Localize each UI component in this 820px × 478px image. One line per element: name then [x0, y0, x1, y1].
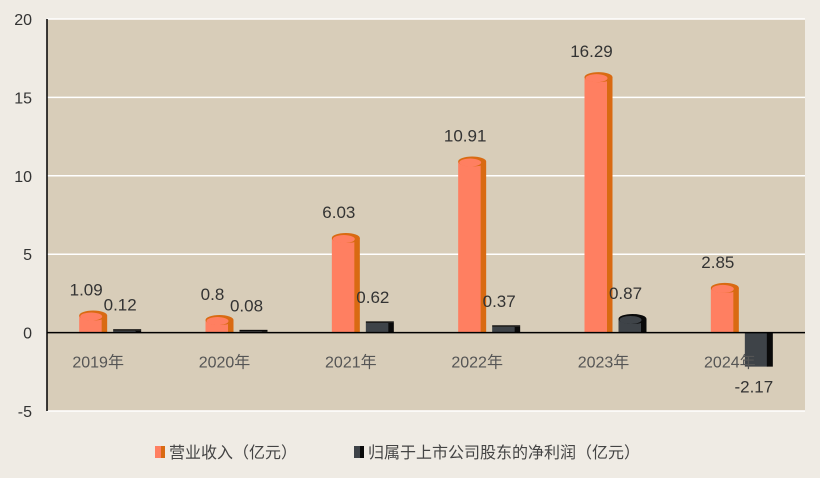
data-label: 16.29	[570, 42, 613, 61]
bar	[744, 332, 773, 367]
plot-area	[47, 19, 805, 411]
bar-side	[387, 322, 394, 333]
x-tick-label: 2020年	[199, 354, 251, 372]
data-label: 0.12	[104, 296, 137, 315]
bar-cap-highlight	[585, 74, 608, 83]
legend-label: 营业收入（亿元）	[169, 444, 297, 462]
bar	[584, 72, 613, 333]
bar-cap-highlight	[619, 315, 642, 324]
y-tick-label: 10	[14, 169, 32, 186]
bar-front	[492, 326, 515, 333]
bars	[79, 72, 773, 367]
data-label: 2.85	[701, 253, 734, 272]
bar-front	[458, 161, 481, 333]
bar-cap-highlight	[711, 284, 734, 293]
bar-top-edge	[113, 329, 142, 331]
bar-cap-highlight	[332, 235, 355, 244]
data-label: -2.17	[734, 378, 773, 397]
axes	[46, 19, 805, 411]
bar-cap-highlight	[459, 158, 482, 167]
bar-front	[113, 330, 136, 333]
y-tick-label: 5	[23, 247, 32, 264]
data-label: 10.91	[444, 127, 487, 146]
data-label: 0.87	[609, 284, 642, 303]
bar	[492, 325, 521, 333]
bar	[113, 329, 142, 333]
legend-label: 归属于上市公司股东的净利润（亿元）	[368, 444, 640, 462]
bar-side	[766, 332, 773, 367]
bar-side	[135, 330, 142, 333]
data-label: 0.08	[230, 296, 263, 315]
y-tick-labels: -5 0 5 10 15 20	[14, 12, 32, 421]
data-label: 6.03	[322, 203, 355, 222]
bar	[365, 321, 394, 333]
legend-swatch-side	[360, 446, 364, 458]
bar	[710, 282, 739, 333]
y-tick-label: -5	[18, 404, 32, 421]
x-tick-label: 2024年	[704, 354, 756, 372]
bar-side	[480, 161, 487, 333]
bar	[79, 310, 108, 333]
y-tick-label: 20	[14, 12, 32, 29]
y-tick-label: 0	[23, 326, 32, 343]
legend-swatch	[354, 446, 360, 458]
bar-front	[744, 332, 768, 367]
data-label: 0.37	[483, 292, 516, 311]
data-label: 1.09	[70, 281, 103, 300]
bar-front	[584, 77, 607, 333]
bar-side	[606, 77, 613, 333]
bar-side	[732, 287, 739, 333]
bar	[331, 233, 360, 333]
bar-front	[710, 287, 734, 333]
bar-side	[101, 315, 108, 333]
bar	[618, 313, 647, 333]
bar-cap-highlight	[206, 317, 229, 326]
legend: 营业收入（亿元） 归属于上市公司股东的净利润（亿元）	[155, 444, 640, 462]
x-tick-label: 2022年	[451, 354, 503, 372]
legend-item: 营业收入（亿元）	[155, 444, 297, 462]
x-tick-labels: 2019年 2020年 2021年 2022年 2023年 2024年	[72, 354, 755, 372]
data-labels: 1.09 0.8 6.03 10.91 16.29 2.85 0.12 0.08 0.62 0.3…	[70, 42, 774, 396]
data-label: 0.62	[356, 288, 389, 307]
bar-top-edge	[492, 325, 521, 327]
x-tick-label: 2021年	[325, 354, 377, 372]
bar	[205, 315, 234, 333]
bar-front	[365, 322, 389, 333]
bar-side	[514, 326, 521, 333]
bar-side	[640, 318, 647, 333]
bar-side	[353, 238, 360, 333]
x-tick-label: 2023年	[578, 354, 630, 372]
bar-top-edge	[239, 329, 268, 332]
y-tick-label: 15	[14, 90, 32, 107]
legend-swatch-side	[161, 446, 165, 458]
bar	[458, 156, 487, 333]
bar-side	[227, 320, 234, 333]
bar-cap-highlight	[80, 312, 103, 321]
legend-item: 归属于上市公司股东的净利润（亿元）	[354, 444, 640, 462]
bar-top-edge	[365, 321, 394, 323]
x-tick-label: 2019年	[72, 354, 124, 372]
legend-swatch	[155, 446, 161, 458]
data-label: 0.8	[201, 285, 225, 304]
bar-front	[331, 238, 355, 333]
gridlines	[47, 18, 805, 412]
